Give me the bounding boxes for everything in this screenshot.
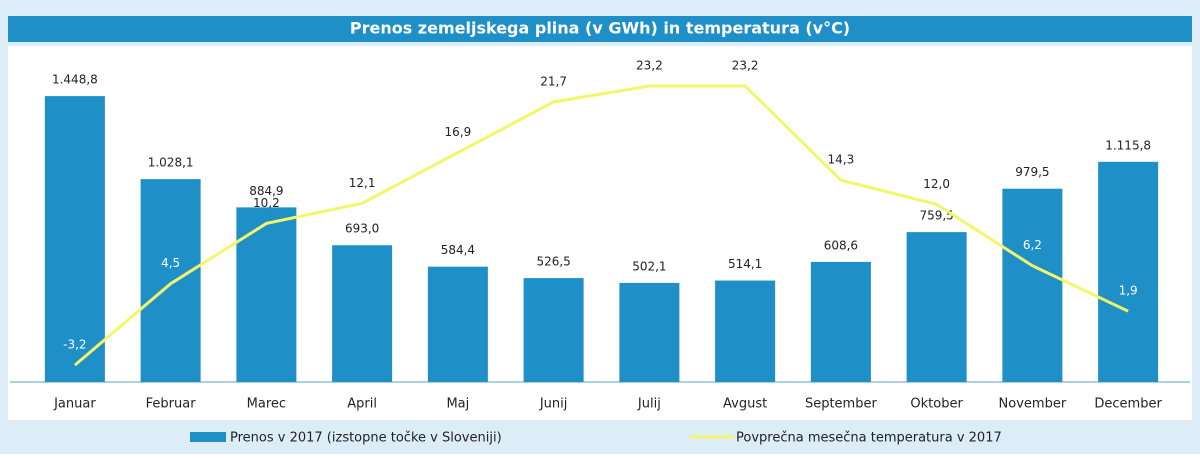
line-value-label: 16,9	[445, 125, 472, 139]
bar	[619, 282, 680, 382]
line-value-label: 12,0	[923, 177, 950, 191]
x-tick-label: Februar	[146, 397, 197, 412]
x-tick-label: Oktober	[910, 397, 963, 412]
bar	[1002, 188, 1063, 382]
x-tick-label: Julij	[637, 397, 661, 412]
x-tick-label: Junij	[539, 397, 568, 412]
bar	[906, 232, 967, 382]
plot-area	[8, 46, 1192, 420]
bar	[810, 261, 871, 382]
line-value-label: 12,1	[349, 176, 376, 190]
bar	[427, 266, 488, 382]
x-tick-label: Januar	[53, 397, 96, 412]
x-tick-label: Marec	[247, 397, 286, 412]
x-tick-label: September	[805, 397, 878, 412]
bar	[715, 280, 776, 382]
line-value-label: 21,7	[540, 74, 567, 88]
bar-value-label: 1.028,1	[148, 156, 194, 170]
legend-label: Povprečna mesečna temperatura v 2017	[736, 431, 1002, 446]
chart-title: Prenos zemeljskega plina (v GWh) in temp…	[350, 19, 850, 38]
bar-value-label: 608,6	[824, 238, 858, 252]
bar	[236, 207, 297, 382]
bar-value-label: 584,4	[441, 243, 475, 257]
line-value-label: -3,2	[63, 338, 86, 352]
line-value-label: 23,2	[636, 59, 663, 73]
title-bar	[8, 16, 1192, 42]
line-value-label: 14,3	[828, 153, 855, 167]
bar	[1098, 161, 1159, 382]
line-value-label: 1,9	[1119, 284, 1138, 298]
legend-label: Prenos v 2017 (izstopne točke v Slovenij…	[230, 431, 502, 446]
bar	[140, 179, 201, 382]
legend-swatch	[190, 432, 226, 442]
bar-value-label: 693,0	[345, 222, 379, 236]
bar	[332, 245, 393, 382]
x-tick-label: December	[1094, 397, 1162, 412]
bar	[44, 96, 105, 383]
line-value-label: 23,2	[732, 59, 759, 73]
bar-value-label: 884,9	[249, 184, 283, 198]
bar-value-label: 526,5	[536, 255, 570, 269]
bar-value-label: 1.115,8	[1105, 138, 1151, 152]
x-tick-label: November	[999, 397, 1067, 412]
bar-value-label: 502,1	[632, 259, 666, 273]
bar-value-label: 514,1	[728, 257, 762, 271]
line-value-label: 6,2	[1023, 238, 1042, 252]
x-tick-label: Maj	[446, 397, 469, 412]
line-value-label: 4,5	[161, 256, 180, 270]
line-value-label: 10,2	[253, 196, 280, 210]
temperature-line	[73, 84, 1129, 367]
x-tick-label: Avgust	[723, 397, 767, 412]
x-tick-label: April	[347, 397, 377, 412]
bar-value-label: 759,5	[919, 209, 953, 223]
bar-value-label: 979,5	[1015, 165, 1049, 179]
bar	[523, 278, 584, 382]
bar-value-label: 1.448,8	[52, 73, 98, 87]
